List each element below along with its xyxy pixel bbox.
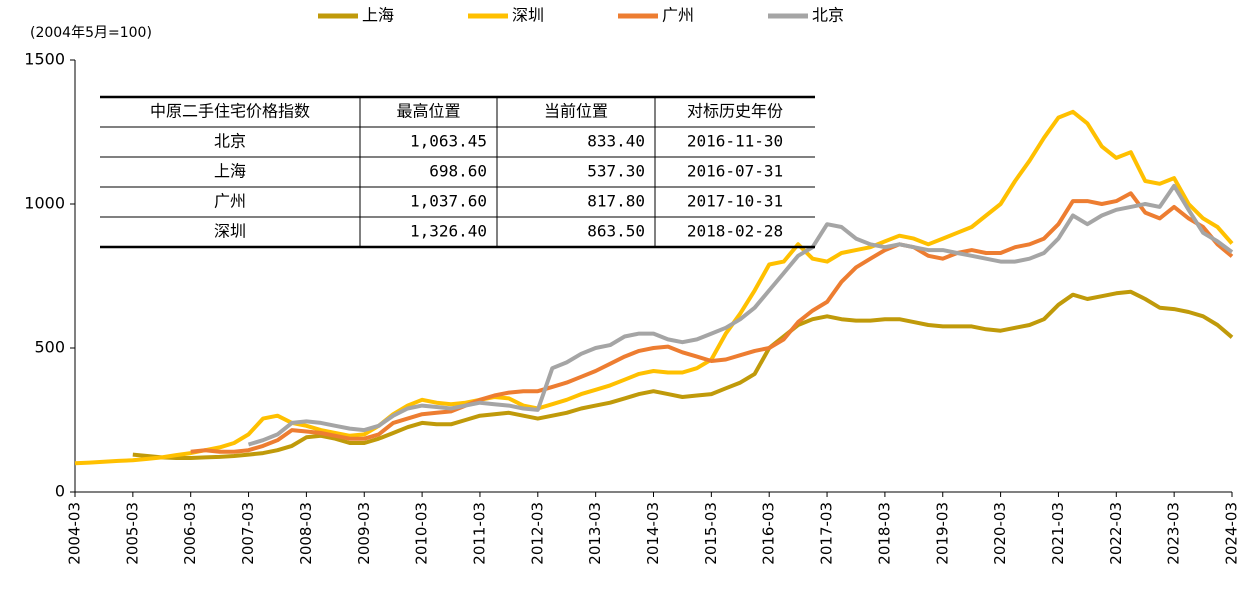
x-tick-label: 2007-03 [239, 502, 257, 565]
x-tick-label: 2016-03 [760, 502, 778, 565]
table-cell: 1,037.60 [410, 192, 487, 211]
x-tick-label: 2019-03 [933, 502, 951, 565]
table-header: 中原二手住宅价格指数 [150, 102, 310, 121]
table-cell: 537.30 [587, 162, 645, 181]
x-tick-label: 2011-03 [470, 502, 488, 565]
table-cell: 北京 [214, 132, 246, 151]
table-cell: 上海 [214, 162, 246, 181]
y-tick-label: 500 [34, 338, 65, 357]
series-line [132, 289, 1234, 460]
x-tick-label: 2014-03 [644, 502, 662, 565]
series-line [247, 183, 1234, 447]
legend-label: 北京 [812, 6, 844, 25]
table-cell: 863.50 [587, 222, 645, 241]
x-tick-label: 2010-03 [413, 502, 431, 565]
legend-label: 上海 [362, 6, 394, 25]
legend-label: 深圳 [512, 6, 544, 25]
table-cell: 833.40 [587, 132, 645, 151]
x-tick-label: 2022-03 [1107, 502, 1125, 565]
table-header: 当前位置 [544, 102, 608, 121]
table-cell: 1,063.45 [410, 132, 487, 151]
series-line [190, 191, 1234, 454]
table-cell: 2016-11-30 [687, 132, 783, 151]
table-cell: 698.60 [429, 162, 487, 181]
y-tick-label: 1000 [24, 194, 65, 213]
x-tick-label: 2006-03 [181, 502, 199, 565]
x-tick-label: 2021-03 [1049, 502, 1067, 565]
y-tick-label: 1500 [24, 50, 65, 69]
table-cell: 817.80 [587, 192, 645, 211]
x-tick-label: 2008-03 [297, 502, 315, 565]
legend-label: 广州 [662, 6, 694, 25]
y-tick-label: 0 [55, 482, 65, 501]
x-tick-label: 2013-03 [586, 502, 604, 565]
table-cell: 2016-07-31 [687, 162, 783, 181]
table-header: 对标历史年份 [687, 102, 783, 121]
x-tick-label: 2004-03 [66, 502, 84, 565]
table-cell: 2018-02-28 [687, 222, 783, 241]
subtitle: (2004年5月=100) [30, 25, 152, 41]
x-tick-label: 2009-03 [355, 502, 373, 565]
x-tick-label: 2005-03 [123, 502, 141, 565]
x-tick-label: 2024-03 [1223, 502, 1241, 565]
x-tick-label: 2015-03 [702, 502, 720, 565]
table-cell: 1,326.40 [410, 222, 487, 241]
table-header: 最高位置 [396, 102, 460, 121]
table-cell: 2017-10-31 [687, 192, 783, 211]
x-tick-label: 2020-03 [991, 502, 1009, 565]
x-tick-label: 2023-03 [1165, 502, 1183, 565]
x-tick-label: 2012-03 [528, 502, 546, 565]
x-tick-label: 2018-03 [875, 502, 893, 565]
series-line [74, 109, 1234, 466]
table-cell: 广州 [214, 192, 246, 211]
x-tick-label: 2017-03 [818, 502, 836, 565]
table-cell: 深圳 [214, 222, 246, 241]
